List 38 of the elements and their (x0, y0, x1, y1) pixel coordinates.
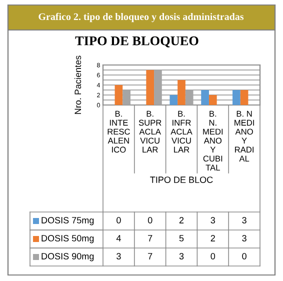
chart-title: Grafico 2. tipo de bloqueo y dosis administradas (38, 12, 244, 22)
data-label: 3 (242, 217, 246, 224)
data-label: 4 (116, 235, 121, 242)
data-label: 0 (148, 217, 152, 224)
data-label: 3 (116, 253, 121, 260)
chart-subtitle: TIPO DE BLOQUEO (75, 36, 198, 48)
bar (201, 90, 209, 105)
x-tick-label: B. N. MEDIANO Y CUBITAL (203, 110, 223, 170)
data-label: 2 (179, 217, 184, 224)
bar (208, 95, 217, 105)
data-label: 7 (148, 235, 152, 242)
bar (232, 90, 240, 105)
bar (170, 95, 178, 105)
data-label: 3 (210, 217, 216, 224)
data-label: 7 (148, 253, 152, 260)
data-label: 0 (242, 253, 246, 260)
x-axis-title: TIPO DE BLOC (150, 176, 213, 183)
bar (240, 90, 248, 105)
legend-label: DOSIS 90mg (42, 253, 94, 262)
data-label: 2 (210, 235, 215, 242)
data-label: 0 (210, 253, 216, 260)
bar (122, 90, 130, 105)
x-tick-label: B. INTERESCALENICO (108, 110, 130, 153)
legend-label: DOSIS 75mg (42, 217, 94, 226)
data-label: 3 (179, 253, 184, 260)
bar (114, 85, 123, 105)
bar (146, 70, 154, 105)
bar (185, 90, 194, 105)
bar (178, 80, 186, 105)
y-axis-title: Nro. Pacientes (74, 56, 82, 114)
x-tick-label: B. N MEDIANO Y RADIAL (234, 110, 254, 162)
x-tick-label: B. SUPRACLAVICULAR (138, 110, 162, 152)
data-label: 0 (116, 217, 121, 224)
data-label: 3 (242, 235, 246, 242)
legend-label: DOSIS 50mg (42, 235, 94, 244)
data-label: 5 (179, 235, 184, 242)
x-tick-label: B. INFRACLAVICULAR (170, 110, 192, 152)
bar (154, 70, 162, 105)
